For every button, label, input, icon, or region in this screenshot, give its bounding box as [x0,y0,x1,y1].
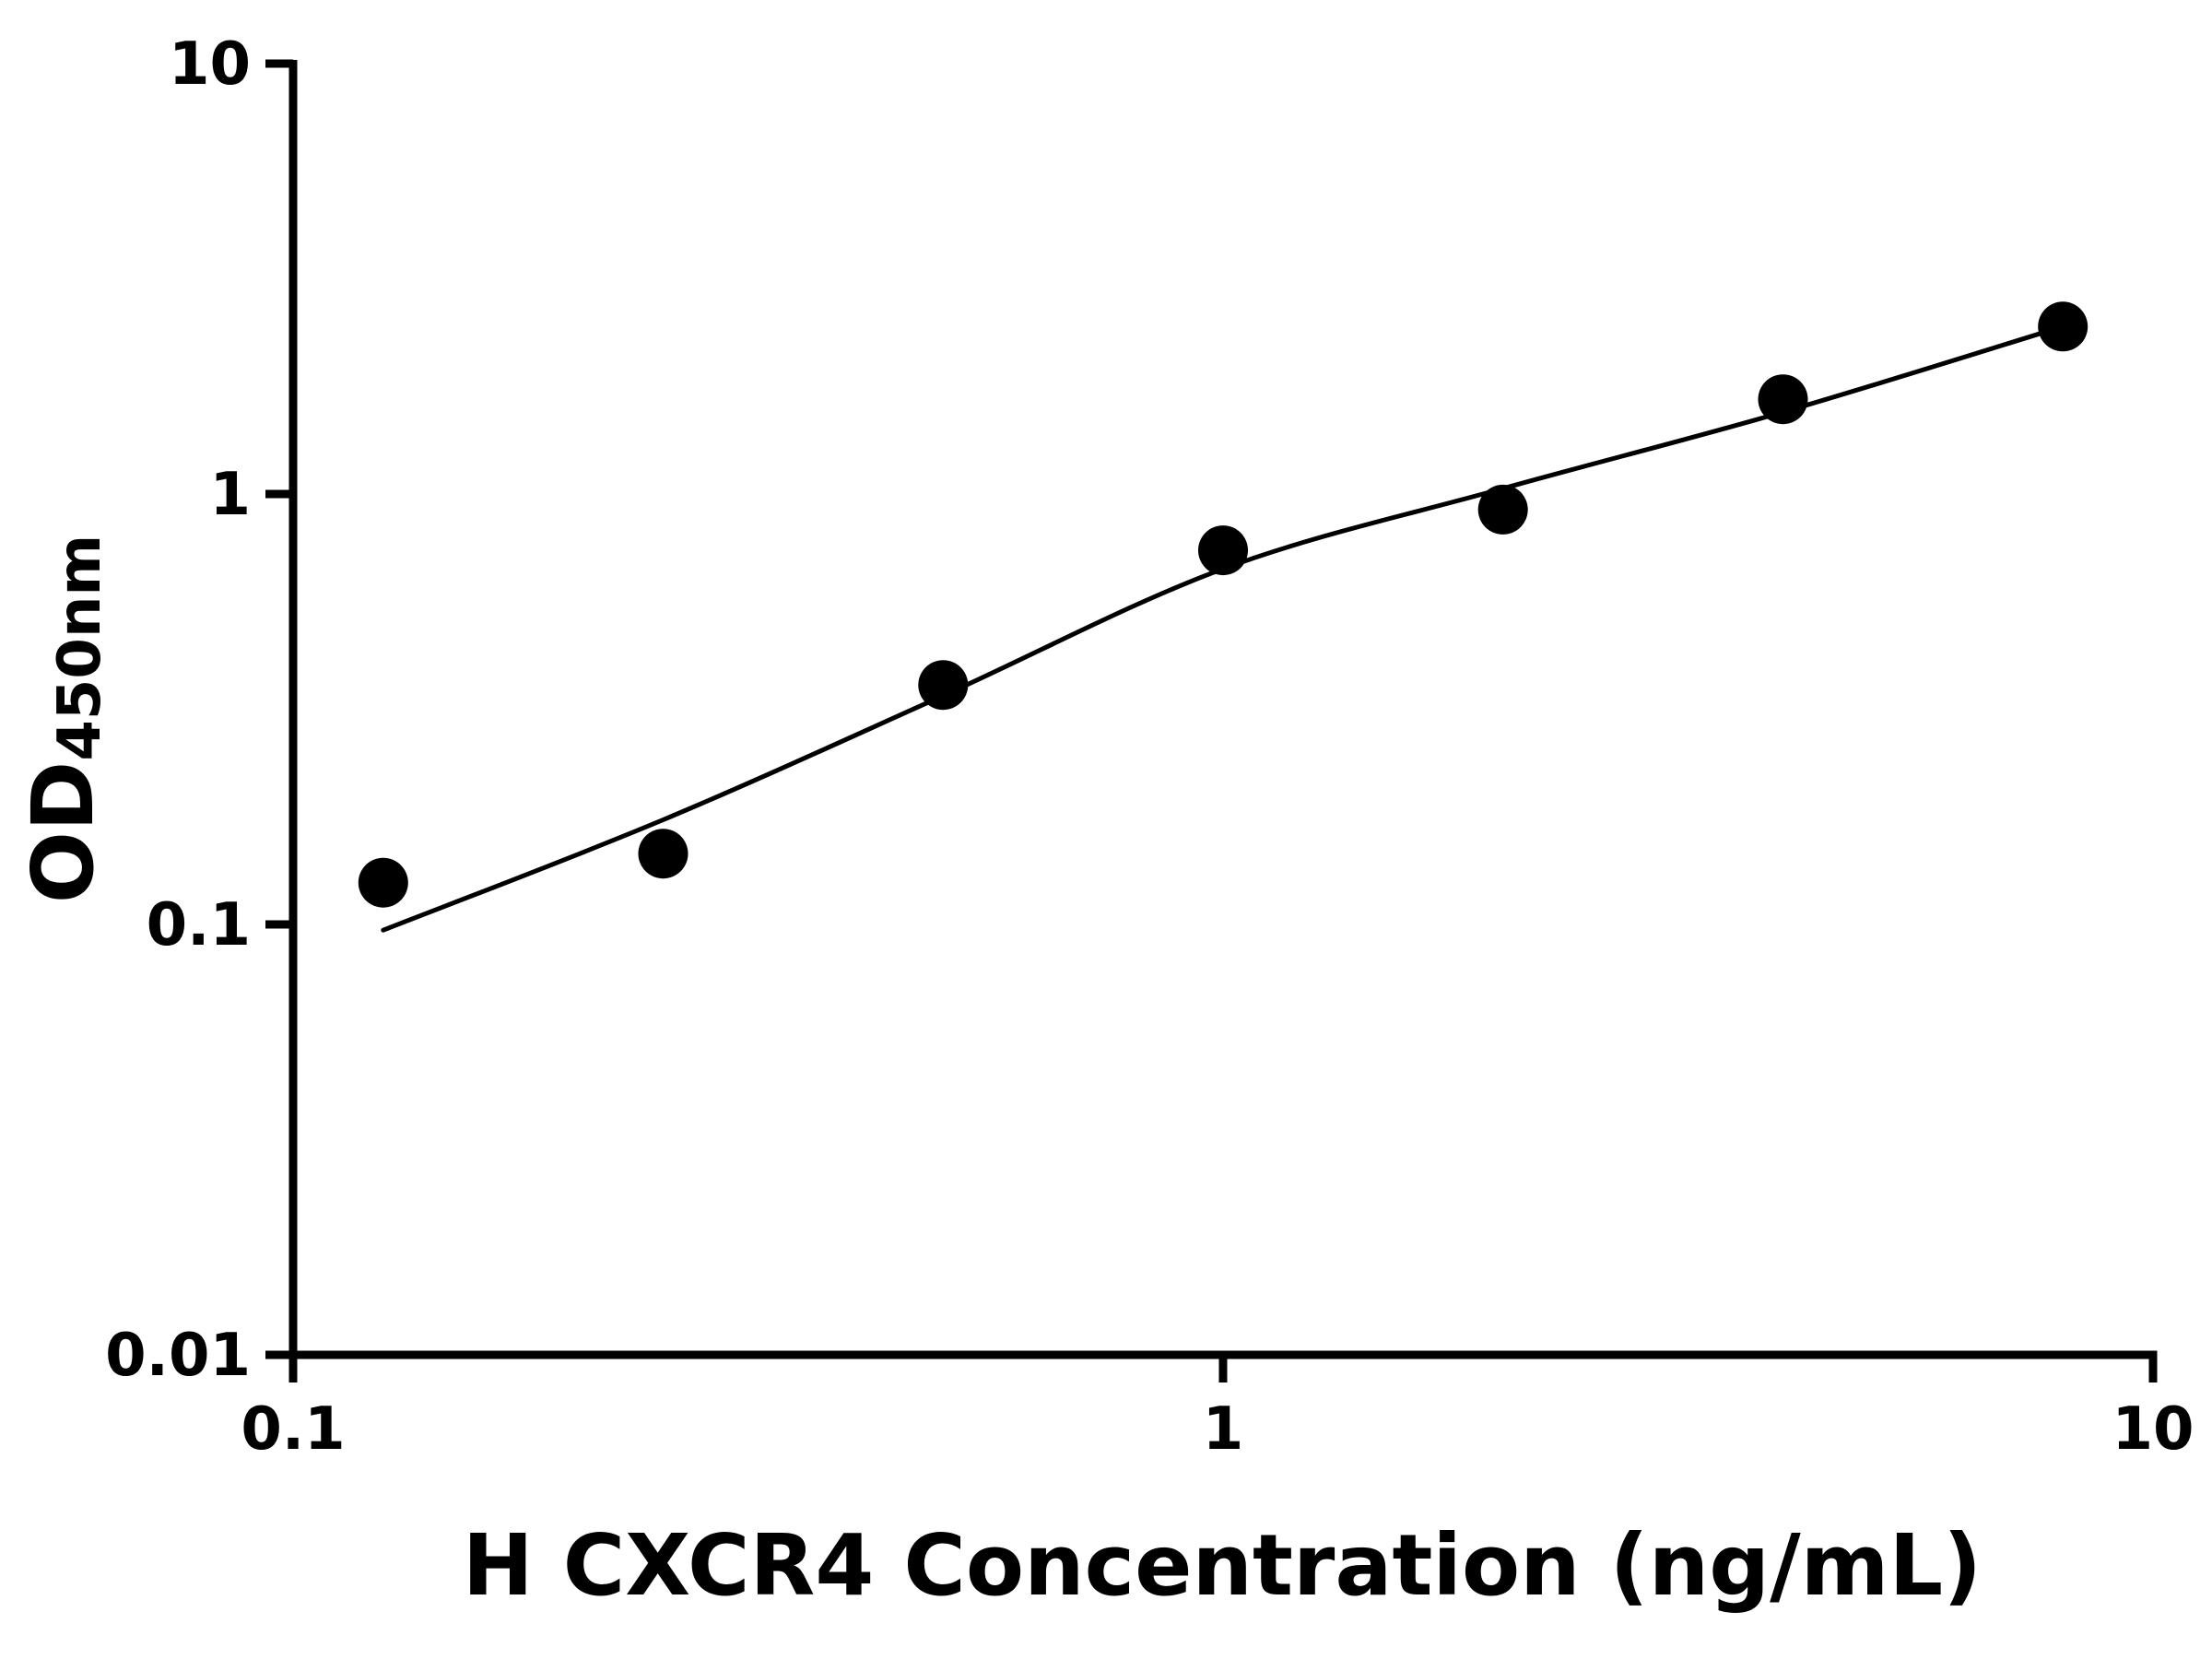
y-axis-title-main: OD [14,761,112,904]
y-tick-label: 10 [169,30,251,99]
data-point [1477,484,1528,535]
data-point [918,660,969,711]
x-tick-label: 0.1 [241,1395,345,1464]
data-point [1198,525,1248,576]
x-axis-title: H CXCR4 Concentration (ng/mL) [463,1516,1982,1615]
y-axis-title: OD450nm [14,535,114,903]
y-tick-label: 0.1 [147,891,251,959]
x-tick-label: 1 [1203,1395,1244,1464]
data-point [638,829,688,879]
data-point [358,857,408,908]
data-point [1758,374,1808,425]
data-point [2038,301,2088,352]
y-tick-label: 0.01 [105,1322,251,1390]
fit-curve-line [381,324,2065,933]
y-axis-title-sub: 450nm [46,535,114,761]
x-tick-label: 10 [2112,1395,2194,1464]
y-tick-label: 1 [209,461,251,529]
